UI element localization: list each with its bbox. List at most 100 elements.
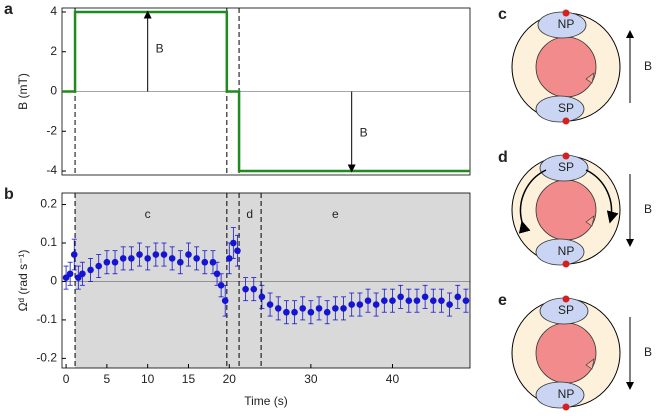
vortex-bottom	[535, 238, 585, 266]
point	[168, 255, 176, 262]
point	[250, 285, 258, 293]
pole-label: SP	[558, 303, 574, 317]
vortex-bottom	[535, 381, 585, 409]
point	[103, 258, 111, 266]
point	[356, 301, 364, 308]
rotation-arc	[585, 169, 619, 224]
point	[307, 308, 315, 316]
point	[111, 258, 119, 266]
point	[242, 285, 249, 293]
point	[87, 266, 94, 274]
point	[446, 301, 453, 308]
point	[160, 251, 168, 258]
point	[283, 308, 290, 316]
point	[332, 305, 339, 312]
point	[230, 239, 237, 247]
point	[193, 255, 200, 262]
point	[185, 251, 192, 258]
point	[213, 270, 221, 278]
annotation: B	[360, 126, 368, 140]
y-tick-label: 0	[50, 84, 57, 98]
y-tick-label: 0	[50, 274, 57, 288]
y-tick-label: 4	[50, 4, 57, 18]
point	[217, 282, 225, 289]
point	[389, 297, 396, 304]
annotation: e	[332, 207, 339, 221]
pole-label: NP	[558, 387, 575, 401]
point	[421, 293, 429, 301]
y-tick-label: 2	[50, 44, 57, 58]
point	[201, 258, 209, 266]
vortex-top	[537, 11, 587, 39]
x-tick-label: 10	[141, 372, 155, 386]
x-tick-label: 40	[386, 372, 400, 386]
pin	[562, 260, 570, 268]
y-tick-label: -4	[46, 163, 57, 177]
pole-label: SP	[558, 160, 574, 174]
core-flag	[585, 72, 595, 84]
axes-frame	[61, 192, 471, 369]
field-label: B	[644, 59, 652, 73]
point	[405, 297, 413, 304]
core-flag	[585, 358, 595, 370]
annotation: B	[156, 42, 164, 56]
inner-core	[535, 322, 597, 384]
annotation: c	[145, 207, 151, 221]
panel-label: d	[498, 149, 508, 166]
annotation: d	[246, 207, 253, 221]
point	[177, 258, 184, 266]
point	[397, 293, 404, 301]
point	[225, 255, 233, 262]
y-tick-label: -2	[46, 123, 57, 137]
point	[348, 301, 355, 308]
point	[438, 297, 445, 304]
x-tick-label: 15	[182, 372, 196, 386]
panel-label: b	[4, 186, 14, 203]
y-tick-label: -0.2	[36, 351, 57, 365]
point	[454, 293, 462, 301]
y-tick-label: -0.1	[36, 312, 57, 326]
point	[340, 305, 347, 312]
panel-label: c	[498, 6, 507, 23]
y-axis-label: B (mT)	[16, 73, 30, 110]
x-tick-label: 30	[304, 372, 318, 386]
pin	[562, 152, 570, 160]
point	[144, 255, 151, 262]
x-axis-label: Time (s)	[244, 394, 288, 408]
point	[128, 255, 135, 262]
point	[119, 255, 127, 262]
shaded-region	[75, 193, 470, 368]
rotation-arc	[518, 169, 547, 234]
point	[274, 305, 282, 312]
field-label: B	[644, 345, 652, 359]
point	[152, 251, 160, 258]
line	[62, 10, 470, 173]
panel-label: e	[498, 292, 507, 309]
y-axis-label: Ωᵈ (rad s⁻¹)	[16, 250, 30, 312]
vortex-bottom	[535, 95, 585, 123]
point	[95, 262, 103, 270]
y-tick-label: 0.1	[40, 235, 57, 249]
x-tick-label: 0	[63, 372, 70, 386]
inner-core	[535, 36, 597, 98]
point	[79, 270, 86, 278]
point	[413, 297, 421, 304]
pin	[562, 9, 570, 17]
point	[266, 301, 274, 308]
field-label: B	[644, 202, 652, 216]
point	[209, 258, 217, 266]
point	[315, 305, 323, 312]
pole-label: NP	[558, 17, 575, 31]
point	[66, 270, 74, 278]
panel-label: a	[4, 1, 13, 18]
point	[234, 247, 241, 254]
point	[372, 301, 380, 308]
pole-label: NP	[558, 244, 575, 258]
inner-core	[535, 179, 597, 241]
point	[291, 308, 298, 316]
point	[462, 297, 470, 304]
y-tick-label: 0.2	[40, 197, 57, 211]
point	[70, 251, 78, 258]
point	[364, 297, 372, 304]
